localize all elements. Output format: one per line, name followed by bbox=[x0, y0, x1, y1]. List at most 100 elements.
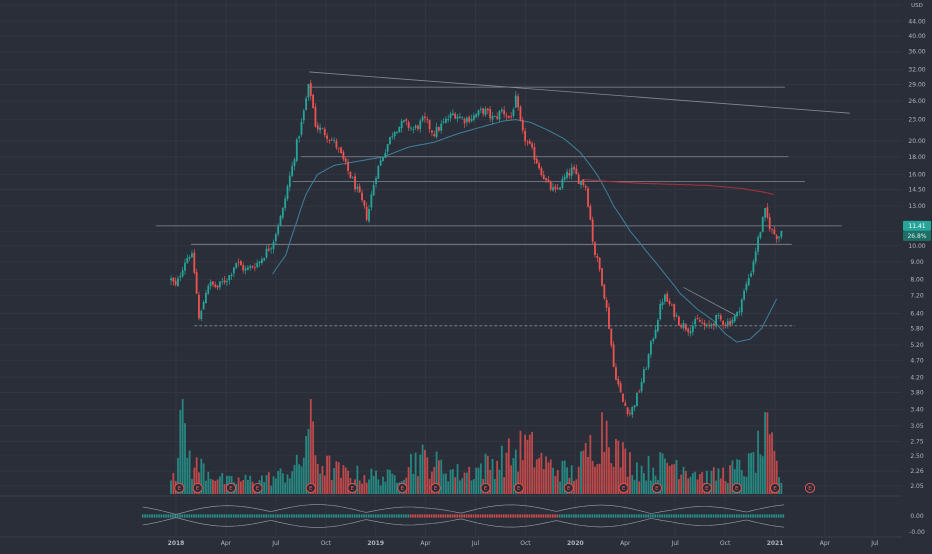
oscillator-bar bbox=[286, 514, 288, 518]
earnings-marker[interactable]: E bbox=[347, 482, 358, 494]
price-tick-label: 29.00 bbox=[908, 81, 925, 88]
earnings-marker[interactable]: E bbox=[480, 482, 491, 494]
volume-bar bbox=[179, 410, 182, 494]
candle-body bbox=[377, 165, 380, 179]
price-tick-label: 2.05 bbox=[910, 483, 924, 490]
candlestick bbox=[274, 232, 277, 246]
candlestick bbox=[219, 281, 221, 291]
candlestick bbox=[321, 127, 324, 130]
oscillator-bar bbox=[360, 514, 363, 518]
price-tick-label: 18.00 bbox=[908, 154, 925, 161]
candle-body bbox=[764, 208, 766, 218]
candle-body bbox=[535, 158, 538, 164]
oscillator-bar bbox=[454, 514, 456, 518]
volume-bar bbox=[358, 480, 361, 494]
time-tick-label: Jul bbox=[870, 540, 879, 547]
price-axis[interactable]: USD 2.05 2.26 2.50 2.75 3.05 3.40 3.80 4.20 4.70 5… bbox=[902, 0, 932, 550]
candle-body bbox=[428, 120, 431, 130]
earnings-marker[interactable]: E bbox=[252, 482, 263, 494]
volume-bar bbox=[517, 471, 520, 494]
candle-body bbox=[538, 163, 540, 169]
candlestick bbox=[705, 322, 708, 328]
candlestick bbox=[496, 112, 499, 121]
oscillator-bar bbox=[773, 514, 775, 518]
earnings-marker[interactable]: E bbox=[804, 482, 816, 494]
earnings-marker[interactable]: E bbox=[618, 482, 629, 494]
volume-bar bbox=[270, 485, 273, 494]
oscillator-bar bbox=[570, 514, 573, 518]
candle-body bbox=[198, 294, 200, 319]
candle-body bbox=[582, 179, 585, 185]
candlestick bbox=[174, 277, 177, 287]
earnings-marker[interactable]: E bbox=[731, 482, 742, 494]
candlestick bbox=[302, 108, 305, 124]
volume-bar bbox=[342, 465, 345, 494]
oscillator-bar bbox=[509, 514, 512, 518]
candle-body bbox=[568, 173, 571, 176]
oscillator-bar bbox=[365, 514, 368, 518]
volume-bar bbox=[486, 455, 489, 494]
volume-bar bbox=[631, 474, 634, 494]
earnings-marker[interactable]: E bbox=[563, 482, 574, 494]
candlestick bbox=[517, 93, 520, 111]
volume-bar bbox=[323, 475, 326, 494]
earnings-marker[interactable]: E bbox=[192, 482, 203, 494]
time-axis[interactable]: 2018 Apr Jul Oct 2019 Apr Jul Oct 2020 Apr Jul Oct 2… bbox=[0, 536, 902, 547]
volume-bar bbox=[519, 430, 522, 494]
candlestick bbox=[677, 315, 680, 327]
candle-body bbox=[778, 236, 780, 239]
time-tick-label: Oct bbox=[720, 540, 731, 547]
candle-body bbox=[507, 115, 510, 118]
earnings-marker-label: E bbox=[434, 486, 438, 492]
candle-body bbox=[754, 251, 757, 262]
oscillator-bar bbox=[547, 514, 549, 518]
volume-bar bbox=[773, 450, 776, 494]
oscillator-bar bbox=[782, 514, 785, 518]
earnings-marker[interactable]: E bbox=[651, 482, 662, 494]
volume-bar bbox=[384, 481, 387, 494]
candlestick bbox=[715, 314, 718, 329]
candle-body bbox=[486, 108, 489, 111]
volume-bar bbox=[647, 455, 650, 494]
earnings-marker[interactable]: E bbox=[513, 482, 524, 494]
volume-bar bbox=[239, 481, 242, 494]
volume-bar bbox=[570, 465, 573, 494]
candlestick bbox=[650, 340, 652, 359]
earnings-marker[interactable]: E bbox=[701, 482, 712, 494]
earnings-marker[interactable]: E bbox=[769, 482, 781, 494]
volume-bar bbox=[242, 479, 245, 494]
oscillator-bar bbox=[337, 514, 340, 518]
candle-body bbox=[286, 186, 289, 199]
oscillator-bar bbox=[703, 514, 705, 518]
earnings-marker[interactable]: E bbox=[397, 482, 408, 494]
volume-bar bbox=[752, 452, 755, 494]
volume-bar bbox=[675, 460, 678, 494]
earnings-marker-label: E bbox=[229, 486, 233, 492]
volume-bar bbox=[249, 475, 252, 494]
trend-line[interactable] bbox=[683, 287, 737, 317]
candle-body bbox=[489, 109, 492, 119]
earnings-marker[interactable]: E bbox=[225, 482, 236, 494]
earnings-marker[interactable]: E bbox=[174, 482, 185, 494]
candle-body bbox=[347, 161, 349, 172]
earnings-marker[interactable]: E bbox=[305, 482, 316, 494]
volume-bar bbox=[475, 467, 478, 494]
oscillator-bar bbox=[412, 514, 414, 518]
candle-body bbox=[601, 268, 603, 286]
oscillator-bar bbox=[155, 514, 158, 518]
candle-body bbox=[389, 136, 391, 145]
candle-body bbox=[698, 319, 701, 322]
candle-body bbox=[337, 147, 340, 149]
oscillator-bar bbox=[701, 514, 703, 518]
candlestick bbox=[577, 172, 580, 185]
oscillator-bar bbox=[281, 514, 284, 518]
oscillator-bar bbox=[158, 514, 160, 518]
earnings-marker[interactable]: E bbox=[430, 482, 441, 494]
volume-bar bbox=[663, 458, 666, 494]
oscillator-bar bbox=[503, 514, 505, 518]
candlestick bbox=[284, 195, 287, 212]
trend-line[interactable] bbox=[309, 71, 850, 114]
